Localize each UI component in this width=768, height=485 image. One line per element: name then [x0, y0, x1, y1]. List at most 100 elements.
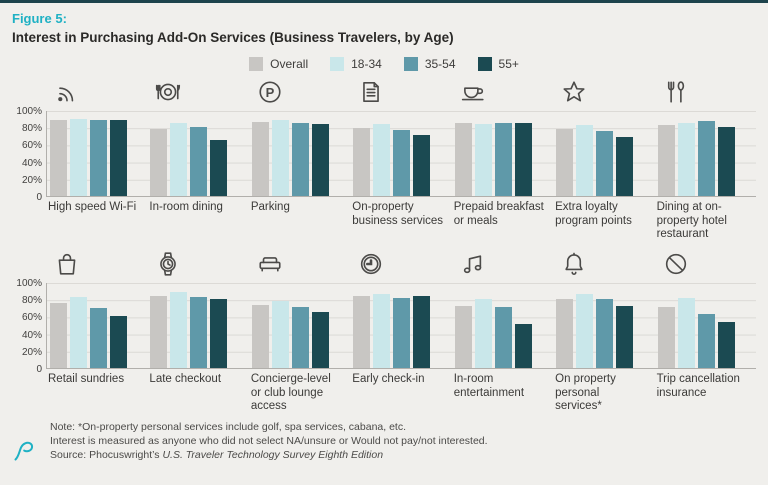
bar-35-54	[494, 122, 512, 196]
mini-chart: Concierge-level or club lounge access	[248, 251, 351, 419]
bar-35-54	[90, 307, 107, 368]
bar-18-34	[70, 118, 87, 196]
mini-chart: Trip cancellation insurance	[654, 251, 756, 419]
mini-chart: Extra loyalty program points	[553, 79, 655, 247]
bar-35-54	[291, 122, 309, 196]
bar-18-34	[576, 124, 594, 196]
note-line: Note: *On-property personal services inc…	[50, 421, 407, 433]
star-icon	[561, 79, 587, 105]
bar-Overall	[353, 295, 371, 368]
plot-area	[147, 111, 249, 197]
shopping-bag-icon	[54, 251, 80, 277]
bar-Overall	[251, 305, 269, 368]
bar-35-54	[393, 298, 411, 368]
figure-page: Figure 5: Interest in Purchasing Add-On …	[0, 3, 768, 485]
y-axis: 100% 80% 60% 40% 20% 0	[12, 251, 46, 419]
bar-35-54	[291, 306, 309, 368]
bar-18-34	[271, 300, 289, 368]
y-axis-tick: 40%	[21, 329, 42, 341]
mini-chart: Dining at on-property hotel restaurant	[654, 79, 756, 247]
plot-area	[451, 111, 554, 197]
bar-55+	[413, 134, 431, 196]
plot-area	[248, 111, 351, 197]
plot-area	[46, 111, 148, 197]
plot-area	[654, 283, 756, 369]
chart-row-top: 100% 80% 60% 40% 20% 0 High speed Wi-Fi In-roo…	[12, 79, 756, 247]
phocuswright-logo-icon	[12, 436, 36, 463]
legend-item: Overall	[249, 57, 308, 71]
plot-area	[248, 283, 351, 369]
bar-Overall	[50, 303, 67, 368]
bar-55+	[210, 139, 228, 196]
bar-18-34	[677, 298, 695, 368]
parking-icon: P	[257, 79, 283, 105]
category-label: Parking	[250, 201, 290, 213]
page-title: Interest in Purchasing Add-On Services (…	[12, 30, 454, 45]
source-line: Source: Phocuswright’s U.S. Traveler Tec…	[50, 448, 384, 461]
wifi-icon	[54, 79, 80, 105]
bar-Overall	[657, 125, 675, 196]
svg-text:P: P	[266, 85, 275, 100]
y-axis-tick: 100%	[16, 106, 42, 117]
plot-area	[451, 283, 554, 369]
plot-area	[553, 283, 655, 369]
bar-35-54	[190, 127, 208, 196]
bar-Overall	[556, 299, 574, 368]
legend-label: 35-54	[424, 57, 456, 71]
category-label: In-room entertainment	[453, 373, 525, 399]
category-label: In-room dining	[149, 201, 223, 213]
no-entry-icon	[663, 251, 689, 277]
plot-area	[350, 111, 452, 197]
bar-55+	[616, 136, 634, 196]
bar-55+	[110, 120, 127, 196]
mini-chart: Prepaid breakfast or meals	[451, 79, 554, 247]
mini-chart: High speed Wi-Fi	[46, 79, 148, 247]
bar-55+	[717, 322, 735, 368]
bar-Overall	[454, 122, 472, 196]
legend-swatch	[403, 57, 418, 71]
mini-chart: In-room entertainment	[451, 251, 554, 419]
mini-chart: On property personal services*	[553, 251, 655, 419]
bar-18-34	[474, 299, 492, 368]
mini-chart: Late checkout	[147, 251, 249, 419]
legend-swatch	[249, 57, 264, 71]
bar-Overall	[50, 119, 67, 196]
bell-icon	[561, 251, 587, 277]
bar-55+	[311, 123, 329, 196]
y-axis-tick: 40%	[21, 157, 42, 169]
interest-line: Interest is measured as anyone who did n…	[50, 434, 488, 447]
y-axis: 100% 80% 60% 40% 20% 0	[12, 79, 46, 247]
mini-chart: Early check-in	[350, 251, 452, 419]
bar-35-54	[393, 129, 411, 196]
bar-18-34	[373, 123, 391, 196]
bed-icon	[257, 251, 283, 277]
bar-35-54	[596, 299, 614, 368]
legend-swatch	[477, 57, 492, 71]
watch-icon	[155, 251, 181, 277]
y-axis-tick: 20%	[21, 174, 42, 186]
mini-chart: P Parking	[248, 79, 351, 247]
legend-label: 55+	[498, 57, 519, 71]
plot-area	[350, 283, 452, 369]
document-icon	[358, 79, 384, 105]
category-label: Extra loyalty program points	[555, 201, 632, 227]
legend-item: 18-34	[330, 57, 382, 71]
music-note-icon	[460, 251, 486, 277]
category-label: Early check-in	[352, 373, 425, 385]
plot-area	[46, 283, 148, 369]
y-axis-tick: 20%	[21, 346, 42, 358]
bar-55+	[210, 299, 228, 368]
footnotes: Note: *On-property personal services inc…	[50, 421, 488, 463]
y-axis-tick: 0	[36, 364, 42, 375]
plot-area	[553, 111, 655, 197]
bar-35-54	[697, 314, 715, 368]
y-axis-tick: 60%	[21, 312, 42, 324]
y-axis-tick: 60%	[21, 140, 42, 152]
bar-18-34	[474, 123, 492, 196]
bar-55+	[616, 305, 634, 368]
bar-Overall	[251, 122, 269, 196]
bar-35-54	[697, 121, 715, 196]
mini-chart: Retail sundries	[46, 251, 148, 419]
bar-55+	[311, 311, 329, 368]
mini-chart: On-property business services	[350, 79, 452, 247]
